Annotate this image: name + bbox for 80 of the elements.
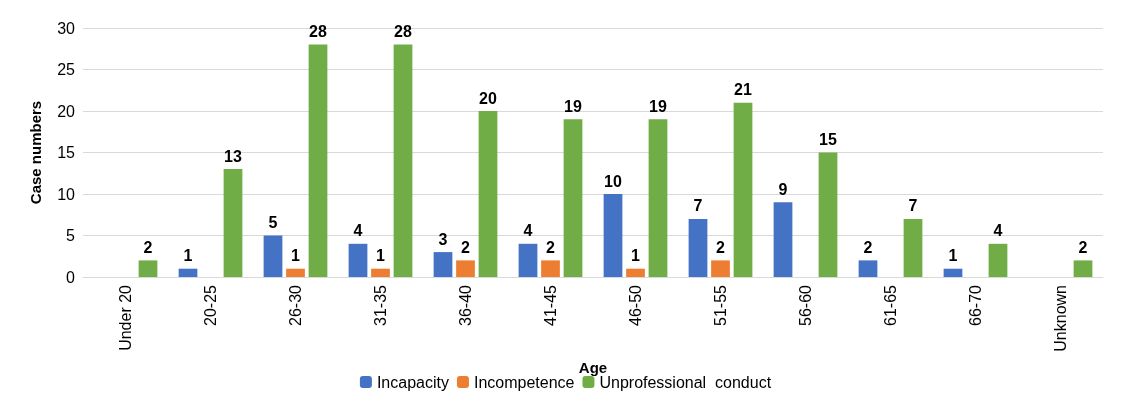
bar (433, 252, 453, 277)
bar (711, 260, 730, 277)
bar (773, 202, 793, 277)
x-tick-label: 31-35 (372, 284, 389, 326)
bar (988, 243, 1008, 277)
x-tick-label: Unknown (1052, 285, 1069, 352)
bar (456, 260, 475, 277)
legend-label: Incompetence (473, 373, 575, 391)
data-label: 2 (546, 238, 556, 256)
bar (818, 152, 838, 277)
data-label: 10 (604, 172, 622, 190)
bar (688, 218, 708, 277)
x-tick-label: Under 20 (117, 284, 134, 351)
data-label: 1 (631, 247, 641, 265)
data-label: 2 (143, 238, 153, 256)
data-label: 7 (908, 197, 918, 215)
bar (178, 268, 198, 277)
y-tick-label: 0 (66, 268, 76, 286)
data-label: 19 (649, 97, 667, 115)
bar (626, 268, 645, 277)
bar (858, 260, 878, 277)
bar (943, 268, 963, 277)
bar (286, 268, 305, 277)
y-axis-title: Case numbers (27, 100, 44, 205)
x-tick-label: 41-45 (542, 284, 559, 326)
y-tick-label: 30 (57, 19, 76, 37)
bar (903, 218, 923, 277)
data-label: 1 (948, 247, 958, 265)
bar (541, 260, 560, 277)
bar (563, 119, 583, 277)
x-tick-label: 66-70 (967, 284, 984, 326)
data-label: 5 (268, 214, 278, 231)
x-tick-label: 20-25 (202, 284, 219, 326)
data-label: 2 (461, 238, 471, 256)
data-label: 1 (183, 247, 193, 265)
data-label: 4 (993, 222, 1003, 240)
bar (648, 119, 668, 277)
x-tick-label: 51-55 (712, 284, 729, 326)
legend-label: Incapacity (376, 373, 449, 391)
bar (518, 243, 538, 277)
bar (223, 169, 243, 277)
x-tick-label: 26-30 (287, 284, 304, 326)
bar (348, 243, 368, 277)
data-label: 9 (778, 180, 788, 198)
y-tick-label: 10 (57, 185, 76, 203)
bar (138, 260, 158, 277)
data-label: 28 (394, 23, 412, 41)
data-label: 13 (224, 147, 242, 165)
data-label: 19 (564, 97, 582, 115)
data-label: 21 (734, 81, 752, 99)
data-label: 1 (376, 247, 386, 265)
bar (263, 235, 283, 277)
data-label: 7 (693, 197, 703, 215)
y-tick-label: 15 (57, 144, 76, 161)
y-tick-label: 20 (57, 102, 76, 120)
data-label: 28 (309, 23, 327, 41)
x-axis-title: Age (578, 358, 608, 376)
bar (308, 44, 328, 277)
data-label: 4 (523, 222, 533, 240)
bar (733, 102, 753, 277)
bar (478, 111, 498, 277)
x-tick-label: 46-50 (627, 284, 644, 326)
data-label: 3 (438, 230, 448, 248)
data-label: 4 (353, 222, 363, 240)
data-label: 2 (716, 238, 726, 256)
bar (603, 194, 623, 277)
data-label: 20 (479, 89, 497, 107)
bar (1073, 260, 1093, 277)
y-tick-label: 5 (66, 227, 76, 244)
data-label: 15 (819, 131, 837, 148)
bar (371, 268, 390, 277)
x-tick-label: 36-40 (457, 284, 474, 326)
data-label: 1 (291, 247, 301, 265)
legend-label: Unprofessional conduct (599, 373, 772, 391)
x-tick-label: 56-60 (797, 284, 814, 326)
data-label: 2 (1078, 238, 1088, 256)
y-tick-label: 25 (57, 61, 76, 78)
data-label: 2 (863, 238, 873, 256)
bar (393, 44, 413, 277)
x-tick-label: 61-65 (882, 284, 899, 326)
